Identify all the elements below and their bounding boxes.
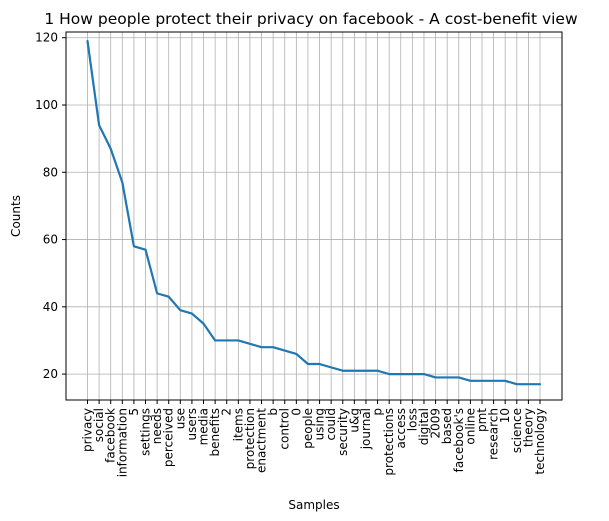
- x-tick-label: online: [463, 408, 477, 445]
- x-tick-label: b: [266, 408, 280, 416]
- x-tick-label: 5: [127, 408, 141, 416]
- plot-frame: [65, 31, 563, 401]
- x-tick-label: users: [185, 408, 199, 440]
- x-axis-label: Samples: [288, 498, 339, 512]
- x-tick-label: based: [440, 408, 454, 444]
- x-tick-label: facebook: [104, 408, 118, 463]
- x-tick-label: research: [487, 408, 501, 460]
- x-tick-label: protection: [243, 408, 257, 469]
- chart-title: 1 How people protect their privacy on fa…: [44, 10, 578, 28]
- grid-lines: [66, 32, 562, 400]
- y-tick-label: 20: [43, 367, 58, 381]
- x-tick-label: theory: [521, 408, 535, 447]
- x-tick-label: digital: [417, 408, 431, 445]
- y-tick-label: 80: [43, 165, 58, 179]
- x-tick-label: control: [278, 408, 292, 450]
- x-tick-label: benefits: [208, 408, 222, 457]
- y-tick-label: 60: [43, 233, 58, 247]
- y-tick-label: 100: [35, 98, 58, 112]
- x-tick-label: settings: [139, 408, 153, 456]
- x-tick-label: perceived: [162, 408, 176, 467]
- y-axis-tick-labels: 20 40 60 80 100 120: [35, 31, 58, 381]
- y-tick-label: 40: [43, 300, 58, 314]
- x-tick-label: people: [301, 408, 315, 449]
- x-tick-label: items: [231, 408, 245, 441]
- x-tick-label: use: [173, 408, 187, 429]
- x-tick-label: pmt: [475, 408, 489, 432]
- x-tick-label: access: [394, 408, 408, 448]
- x-tick-label: 2009: [429, 408, 443, 439]
- x-tick-label: journal: [359, 408, 373, 450]
- y-tick-label: 120: [35, 31, 58, 45]
- x-tick-label: science: [510, 408, 524, 453]
- x-tick-label: media: [197, 408, 211, 445]
- x-axis-tick-labels: privacysocialfacebookinformation5setting…: [81, 408, 548, 478]
- x-tick-label: enactment: [255, 408, 269, 473]
- x-tick-label: 0: [289, 408, 303, 416]
- x-tick-label: 2: [220, 408, 234, 416]
- x-tick-label: could: [324, 408, 338, 441]
- x-tick-label: using: [313, 408, 327, 440]
- x-tick-label: loss: [405, 408, 419, 431]
- x-tick-label: facebook's: [452, 408, 466, 472]
- x-tick-label: information: [115, 408, 129, 477]
- axis-ticks: [62, 37, 541, 404]
- x-tick-label: privacy: [81, 408, 95, 452]
- x-tick-label: p: [371, 408, 385, 416]
- x-tick-label: security: [336, 408, 350, 456]
- series-layer: [86, 39, 542, 386]
- x-tick-label: u&g: [347, 408, 361, 433]
- series-line: [86, 39, 542, 386]
- x-tick-label: needs: [150, 408, 164, 444]
- x-tick-label: 10: [498, 408, 512, 423]
- x-tick-label: technology: [533, 408, 547, 475]
- x-tick-label: protections: [382, 408, 396, 476]
- y-axis-label: Counts: [9, 195, 23, 237]
- x-tick-label: social: [92, 408, 106, 442]
